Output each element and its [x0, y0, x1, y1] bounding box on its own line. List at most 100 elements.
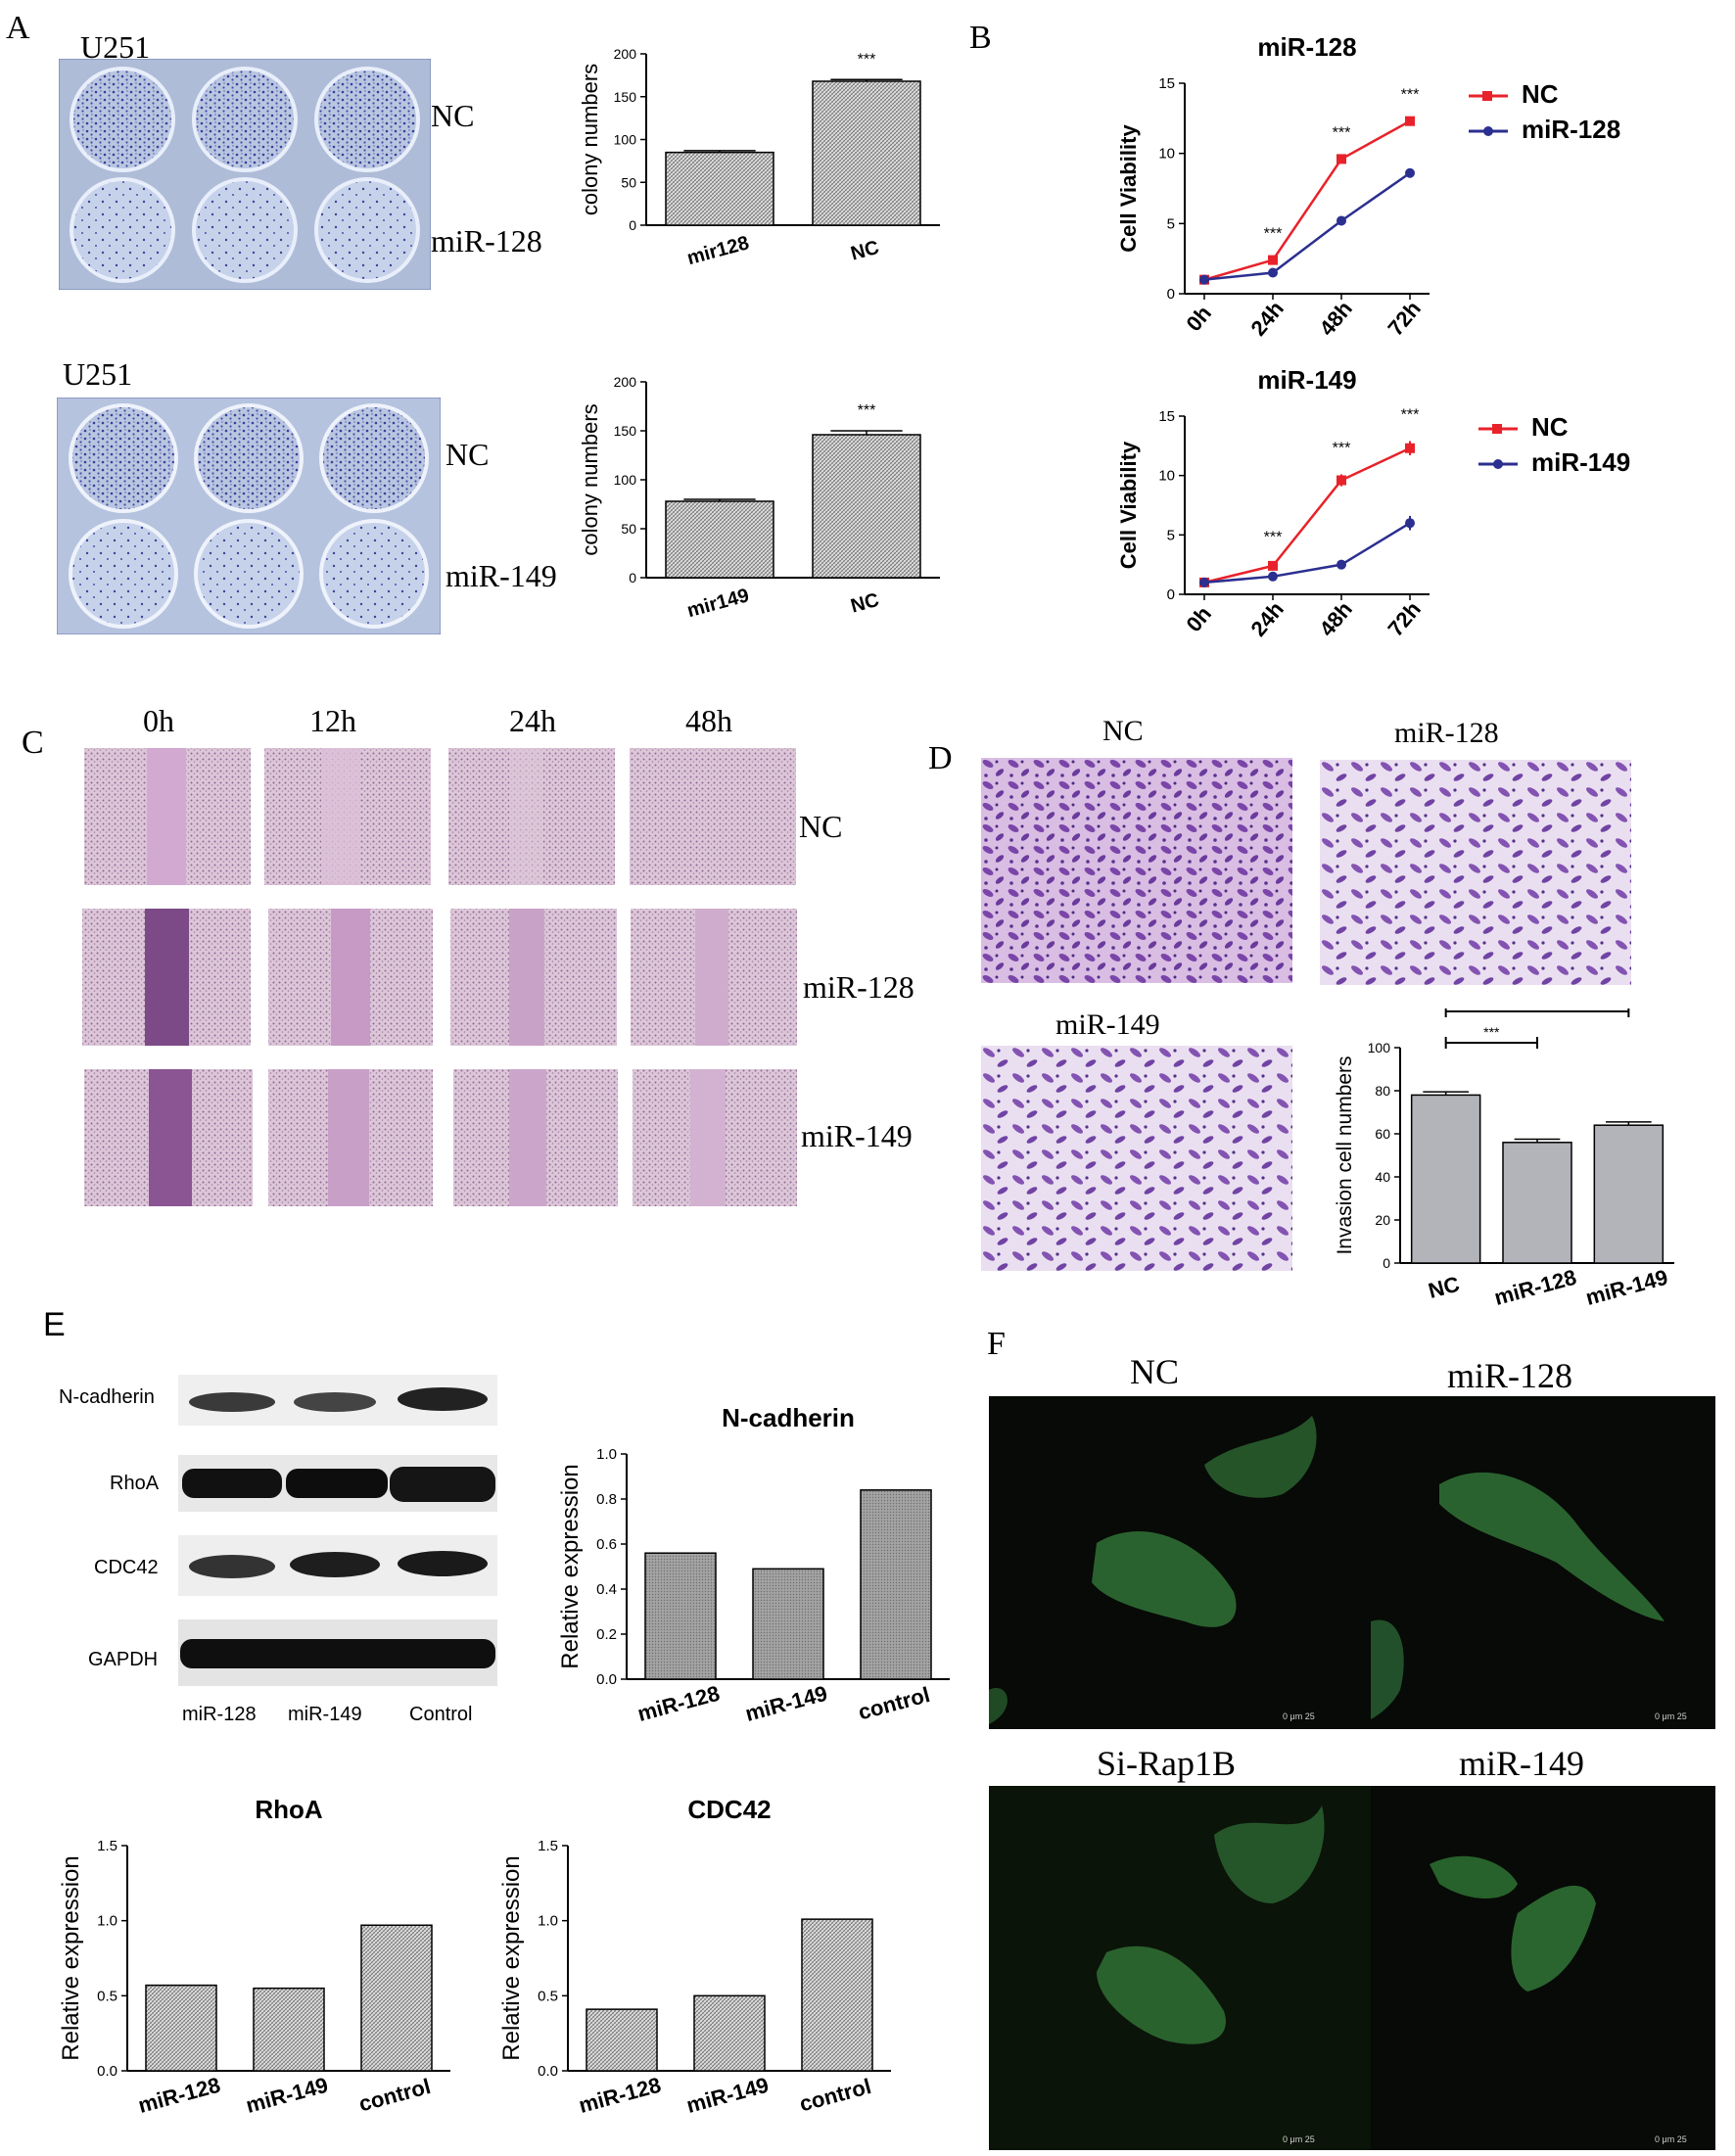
x-tick-label: miR-128	[135, 2073, 222, 2118]
wound-row-label-nc: NC	[799, 809, 843, 844]
x-tick-label: miR-149	[742, 1681, 829, 1726]
y-tick-label: 1.0	[538, 1913, 558, 1930]
cdc42-bar-chart: CDC42 0.0 0.5 1.0 1.5 Relative expression miR-…	[499, 1795, 891, 2118]
y-tick-label: 1.5	[538, 1838, 558, 1854]
panel-letter-c: C	[22, 725, 44, 761]
significance-mark: ***	[1401, 406, 1420, 423]
y-tick-label: 200	[614, 374, 637, 390]
if-image-mir128: 0 μm 25	[1371, 1396, 1715, 1729]
x-tick-label: 48h	[1314, 597, 1357, 641]
lane-label-mir128: miR-128	[182, 1704, 257, 1725]
western-blot-image	[178, 1375, 497, 1686]
plate-1-label-mir128: miR-128	[431, 223, 542, 258]
y-tick-label: 0.4	[596, 1581, 617, 1598]
series-line-NC	[1203, 446, 1411, 585]
chart-title: miR-128	[1257, 32, 1356, 62]
x-tick-label: mir128	[684, 232, 751, 269]
bar-miR-149	[253, 1987, 325, 2072]
x-tick-label: 24h	[1245, 597, 1289, 641]
chart-title: N-cadherin	[722, 1403, 855, 1432]
if-image-nc: 0 μm 25	[989, 1396, 1371, 1729]
panel-letter-b: B	[969, 20, 992, 56]
y-tick-label: 1.0	[97, 1913, 117, 1930]
time-label-24h: 24h	[509, 703, 556, 738]
y-tick-label: 1.0	[596, 1446, 617, 1463]
bar-control	[801, 1918, 873, 2072]
bar-miR-128	[586, 2008, 658, 2072]
y-tick-label: 100	[614, 132, 637, 148]
invasion-image-mir149	[981, 1046, 1292, 1271]
y-tick-label: 15	[1158, 408, 1175, 425]
bar-mir128	[665, 151, 774, 226]
y-tick-label: 0.5	[538, 1988, 558, 2004]
x-tick-label: miR-128	[634, 1681, 722, 1726]
data-point-miR-128	[1405, 167, 1415, 178]
significance-mark: ***	[1483, 1024, 1500, 1040]
bar-NC	[1410, 1094, 1481, 1264]
data-point-NC	[1336, 475, 1346, 486]
data-point-NC	[1268, 560, 1278, 571]
lane-label-mir149: miR-149	[288, 1704, 362, 1725]
y-tick-label: 100	[1368, 1040, 1391, 1055]
significance-mark: ***	[858, 402, 876, 419]
plate-1-label-nc: NC	[431, 98, 475, 133]
invasion-label-mir128: miR-128	[1394, 717, 1499, 749]
y-tick-label: 0	[629, 570, 636, 586]
data-point-miR-149	[1268, 571, 1278, 582]
bar-miR-149	[1593, 1124, 1665, 1264]
scale-text-if-sirap1b: 0 μm 25	[1283, 2134, 1315, 2144]
y-axis-label: Cell Viability	[1116, 441, 1141, 569]
y-tick-label: 1.5	[97, 1838, 117, 1854]
rhoa-bar-chart: RhoA 0.0 0.5 1.0 1.5 Relative expression miR-1…	[59, 1795, 450, 2118]
bar-NC	[812, 434, 921, 579]
y-tick-label: 100	[614, 472, 637, 488]
data-point-NC	[1268, 255, 1278, 265]
y-tick-label: 5	[1167, 215, 1175, 232]
x-tick-label: miR-149	[683, 2073, 771, 2118]
x-tick-label: miR-128	[576, 2073, 663, 2118]
plate-2-cell-line: U251	[63, 356, 133, 392]
legend-label: NC	[1531, 412, 1569, 442]
if-label-mir149: miR-149	[1459, 1744, 1585, 1783]
panel-letter-d: D	[928, 740, 953, 776]
chart-title: RhoA	[255, 1795, 323, 1824]
y-tick-label: 0.0	[538, 2063, 558, 2080]
y-tick-label: 150	[614, 89, 637, 105]
x-tick-label: 72h	[1383, 597, 1426, 641]
colony-bar-chart-mir149: 0 50 100 150 200 colony numbers mir149 NC ***	[578, 374, 940, 622]
colony-plate-1	[59, 59, 431, 290]
y-axis-label: Relative expression	[59, 1855, 84, 2060]
chart-title: CDC42	[687, 1795, 771, 1824]
legend-marker	[1492, 424, 1502, 434]
wound-healing-grid	[82, 748, 797, 1206]
if-image-sirap1b: 0 μm 25	[989, 1786, 1371, 2150]
data-point-miR-128	[1268, 267, 1278, 278]
x-tick-label: NC	[849, 237, 882, 265]
x-tick-label: mir149	[684, 585, 751, 622]
viability-line-chart-mir128: miR-128 0 5 10 15 Cell Viability 0h 24h 48h 72h NC…	[1116, 32, 1620, 341]
colony-plate-2	[57, 398, 441, 634]
if-image-mir149: 0 μm 25	[1371, 1786, 1715, 2150]
y-tick-label: 40	[1375, 1169, 1390, 1185]
y-tick-label: 0.2	[596, 1626, 617, 1643]
x-tick-label: miR-149	[1583, 1265, 1670, 1310]
x-tick-label: control	[356, 2074, 433, 2116]
y-tick-label: 5	[1167, 527, 1175, 543]
invasion-bar-chart: 0 20 40 60 80 100 Invasion cell numbers NC miR-1…	[1334, 1008, 1674, 1310]
x-tick-label: control	[797, 2074, 873, 2116]
bar-control	[360, 1924, 433, 2072]
time-label-0h: 0h	[143, 703, 174, 738]
y-tick-label: 0.8	[596, 1491, 617, 1508]
panel-letter-f: F	[987, 1326, 1006, 1362]
y-tick-label: 200	[614, 46, 637, 62]
x-tick-label: miR-128	[1491, 1265, 1578, 1310]
y-axis-label: Invasion cell numbers	[1334, 1055, 1356, 1254]
y-axis-label: colony numbers	[578, 64, 602, 215]
data-point-miR-128	[1336, 215, 1346, 226]
significance-mark: ***	[1264, 529, 1283, 545]
series-line-miR-149	[1203, 522, 1411, 585]
significance-mark: ***	[858, 51, 876, 68]
y-tick-label: 0.0	[97, 2063, 117, 2080]
data-point-miR-149	[1199, 577, 1209, 587]
invasion-label-nc: NC	[1102, 715, 1144, 747]
